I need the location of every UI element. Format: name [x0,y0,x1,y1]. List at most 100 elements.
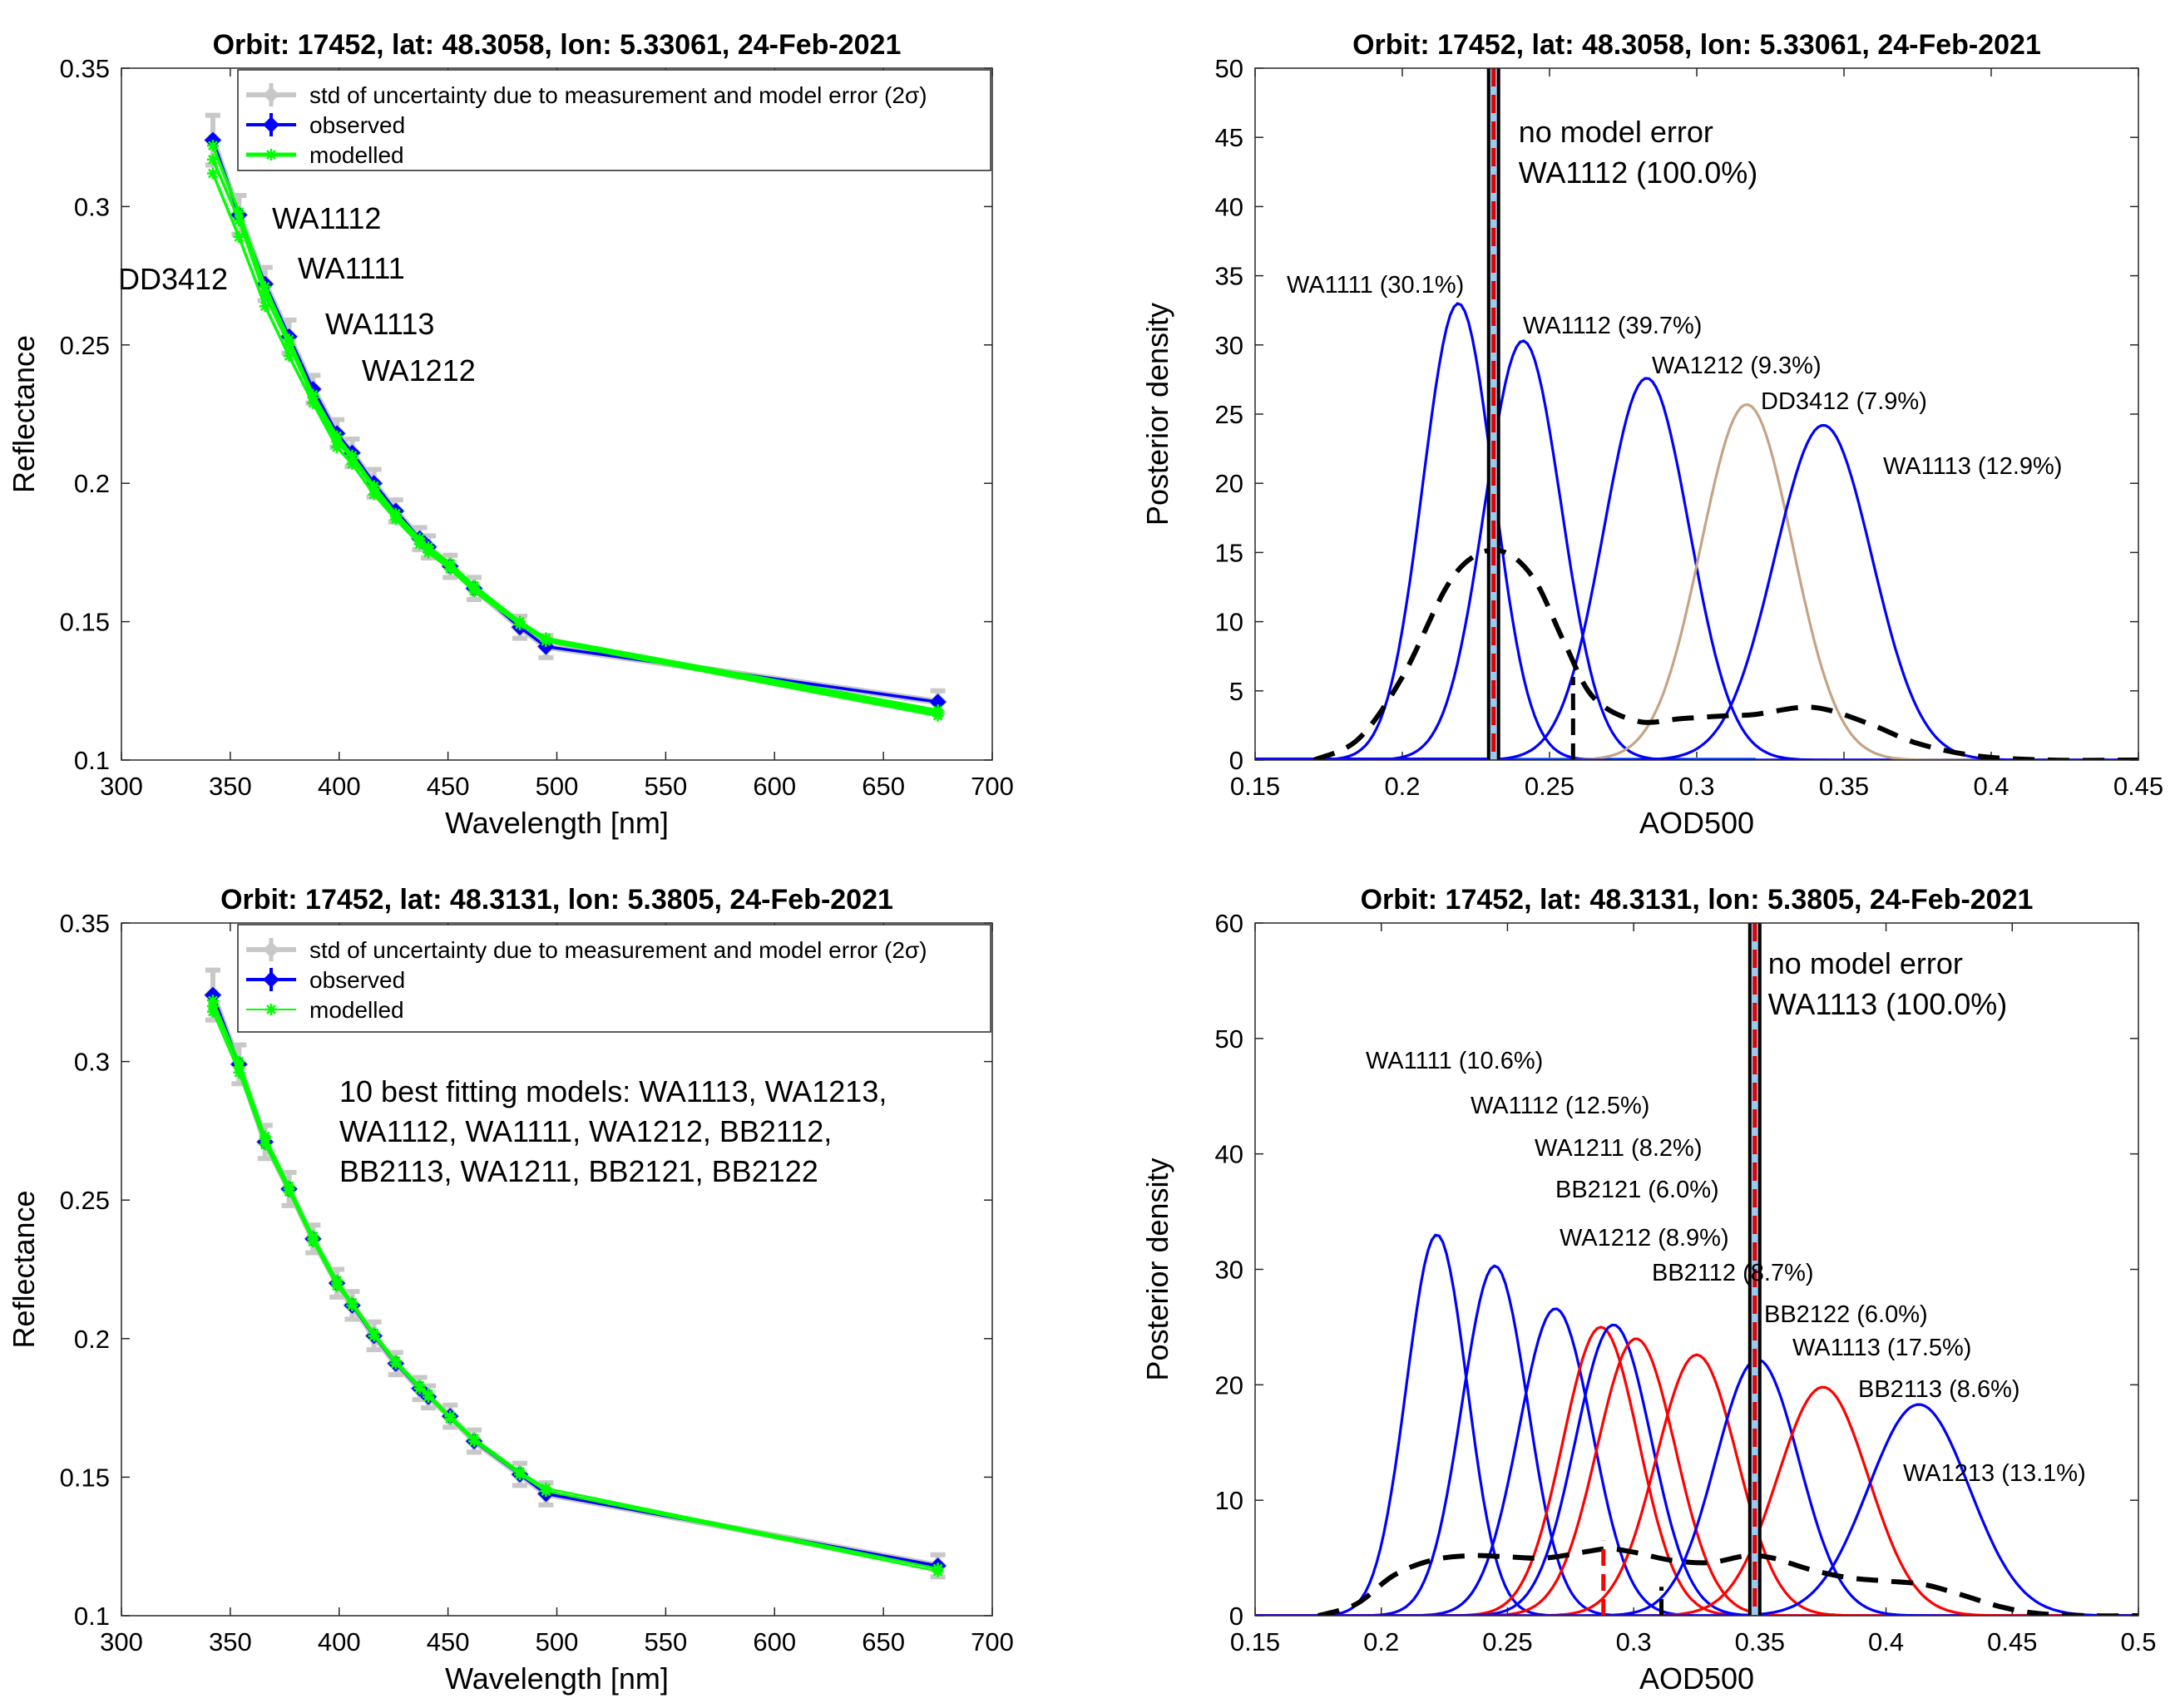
y-tick-label: 30 [1215,1256,1243,1285]
posterior-label: WA1112 (12.5%) [1471,1093,1649,1119]
x-tick-label: 0.2 [1363,1627,1399,1656]
legend-observed-label: observed [309,112,405,138]
posterior-label: WA1113 (12.9%) [1883,453,2062,480]
modelled-point [259,280,271,293]
modelled-point [514,1469,526,1481]
legend-std-marker [263,941,279,958]
modelled-point [413,1382,426,1395]
x-tick-label: 0.35 [1735,1627,1785,1656]
posterior-curve [1255,1358,2138,1616]
posterior-label: WA1212 (8.9%) [1560,1225,1729,1251]
modelled-point [468,585,481,597]
posterior-curve [1255,1337,2138,1616]
modelled-point [283,350,295,363]
plot-frame [121,67,993,761]
legend-box [237,69,991,171]
x-axis-label: AOD500 [1639,806,1754,840]
y-tick-label: 20 [1215,1370,1243,1399]
modelled-point [368,1330,380,1342]
modelled-point [259,300,271,313]
modelled-point [233,1066,245,1079]
y-tick-label: 0.1 [74,746,110,775]
y-tick-label: 20 [1215,469,1243,498]
mixture-posterior-curve [1312,547,2138,760]
x-axis-label: Wavelength [nm] [445,1661,669,1696]
legend-modelled-label: modelled [309,142,404,168]
modelled-line [211,159,938,715]
modelled-point [389,513,402,526]
y-tick-label: 0 [1229,1602,1243,1631]
y-tick-label: 5 [1229,677,1243,706]
posterior-label: WA1213 (13.1%) [1903,1460,2086,1487]
x-axis-label: AOD500 [1639,1661,1754,1696]
posterior-label: WA1112 (39.7%) [1523,313,1702,339]
x-tick-label: 550 [645,1627,688,1656]
y-tick-label: 60 [1215,909,1243,938]
modelled-point [423,1390,435,1403]
modelled-point [206,140,219,152]
posterior-label: BB2112 (8.7%) [1652,1260,1814,1286]
x-tick-label: 700 [971,772,1014,801]
y-tick-label: 10 [1215,1486,1243,1515]
modelled-point [307,397,319,409]
posterior-curve [1255,302,2138,760]
panel-p2: Orbit: 17452, lat: 48.3058, lon: 5.33061… [1140,29,2163,840]
modelled-point [259,289,271,301]
modelled-point [331,1280,344,1292]
y-tick-label: 0.25 [60,1186,110,1215]
x-tick-label: 0.4 [1868,1627,1904,1656]
chart-title: Orbit: 17452, lat: 48.3131, lon: 5.3805,… [220,884,893,916]
posterior-label: WA1212 (9.3%) [1652,353,1822,379]
y-tick-label: 50 [1215,1024,1243,1054]
modelled-line [211,172,938,718]
chart-title: Orbit: 17452, lat: 48.3058, lon: 5.33061… [1352,29,2041,61]
legend-std-marker [263,86,279,103]
x-tick-label: 450 [427,1627,470,1656]
x-tick-label: 0.15 [1230,1627,1280,1656]
x-tick-label: 600 [753,772,796,801]
modelled-line [211,1000,938,1570]
modelled-point [468,1435,481,1448]
x-tick-label: 500 [536,772,579,801]
x-tick-label: 550 [645,772,688,801]
posterior-label: BB2122 (6.0%) [1764,1301,1928,1328]
x-tick-label: 350 [209,1627,252,1656]
legend-modelled-label: modelled [309,997,404,1023]
posterior-curve [1255,1323,2138,1616]
modelled-point [932,709,944,722]
y-tick-label: 50 [1215,54,1243,83]
plot-area [1255,68,2138,760]
posterior-label: DD3412 (7.9%) [1761,388,1927,415]
y-axis-label: Reflectance [7,1190,41,1348]
modelled-point [233,215,245,227]
plot-frame [1254,67,2139,761]
modelled-point [368,488,380,501]
legend-std-label: std of uncertainty due to measurement an… [309,937,927,963]
y-tick-label: 0.2 [74,469,110,498]
modelled-point [331,441,344,453]
no-model-error-best: WA1112 (100.0%) [1519,155,1757,190]
x-tick-label: 650 [862,1627,905,1656]
x-tick-label: 0.2 [1384,772,1420,801]
x-tick-label: 0.15 [1230,772,1280,801]
x-tick-label: 0.45 [1987,1627,2037,1656]
legend-modelled-marker [265,1004,277,1015]
y-tick-label: 0.3 [74,192,110,221]
y-tick-label: 0.15 [60,1463,110,1492]
y-tick-label: 0.2 [74,1325,110,1354]
x-tick-label: 650 [862,772,905,801]
legend-std-label: std of uncertainty due to measurement an… [309,82,927,108]
posterior-curve [1255,1264,2138,1616]
chart-title: Orbit: 17452, lat: 48.3131, lon: 5.3805,… [1361,884,2034,916]
posterior-label: WA1211 (8.2%) [1535,1135,1702,1162]
modelled-point [283,338,295,351]
y-tick-label: 25 [1215,400,1243,429]
modelled-point [540,634,552,647]
x-tick-label: 500 [536,1627,579,1656]
plot-frame [1254,922,2139,1617]
modelled-line [211,1011,938,1572]
y-tick-label: 0.15 [60,608,110,637]
modelled-point [540,1485,552,1498]
modelled-point [444,1413,457,1425]
modelled-point [233,206,245,219]
